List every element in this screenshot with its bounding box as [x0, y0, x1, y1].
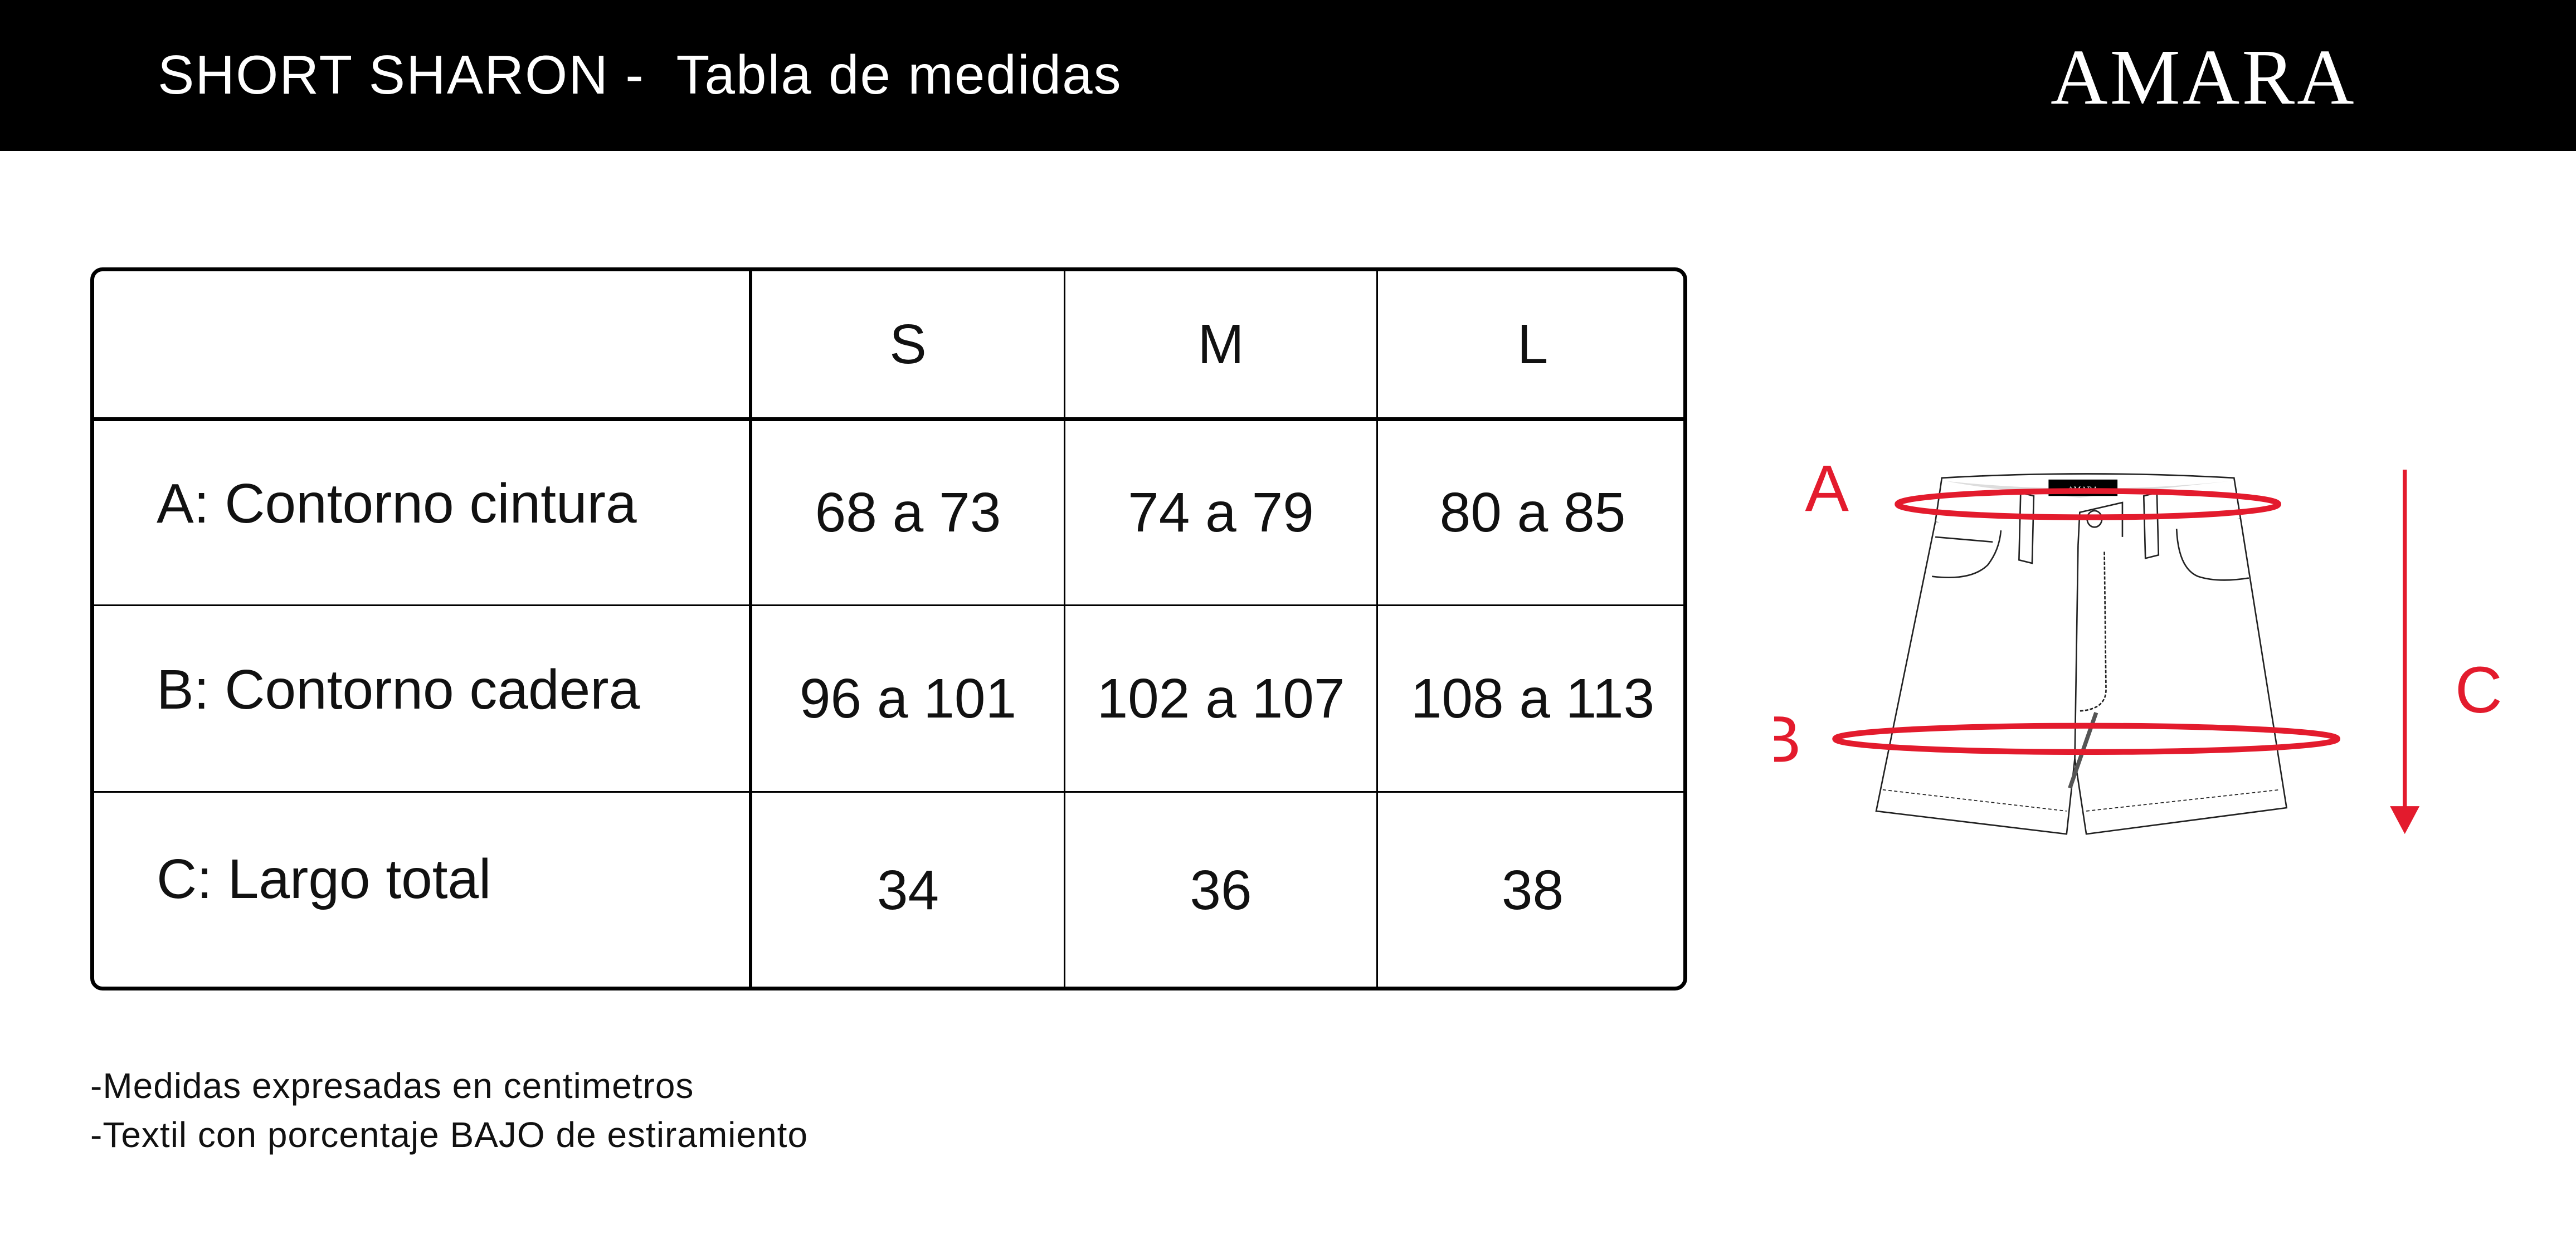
size-table: S M L A: Contorno cintura 68 a 73 74 a 7…	[90, 267, 1687, 990]
table-cell: 80 a 85	[1439, 481, 1626, 544]
table-divider	[1064, 271, 1065, 987]
label-a: A	[1805, 451, 1849, 525]
table-cell: 102 a 107	[1097, 667, 1345, 730]
label-b: B	[1774, 702, 1801, 776]
table-cell: 68 a 73	[815, 481, 1001, 544]
brand-logo: AMARA	[2051, 33, 2356, 121]
column-header-m: M	[1197, 313, 1244, 375]
page-title: SHORT SHARON - Tabla de medidas	[158, 44, 1122, 105]
notes: -Medidas expresadas en centimetros -Text…	[90, 1061, 808, 1159]
shorts-illustration	[1875, 473, 2288, 835]
note-units: -Medidas expresadas en centimetros	[90, 1066, 694, 1106]
table-divider	[749, 271, 752, 987]
arrow-down-icon	[2390, 806, 2420, 835]
table-divider	[94, 791, 1683, 793]
table-divider	[94, 604, 1683, 606]
table-divider	[94, 417, 1683, 421]
waist-measure-ring	[1895, 488, 2282, 520]
shorts-diagram: AMARA A B C	[1774, 451, 2502, 835]
table-cell: 38	[1501, 858, 1564, 921]
hip-measure-ring	[1832, 723, 2341, 755]
table-cell: 36	[1190, 858, 1252, 921]
row-label-waist: A: Contorno cintura	[157, 472, 637, 535]
table-cell: 34	[876, 858, 939, 921]
row-label-length: C: Largo total	[157, 847, 491, 910]
row-label-hip: B: Contorno cadera	[157, 658, 640, 721]
column-header-s: S	[889, 313, 927, 375]
column-header-l: L	[1517, 313, 1548, 375]
table-cell: 108 a 113	[1410, 667, 1655, 730]
header-bar: SHORT SHARON - Tabla de medidas AMARA	[0, 0, 2576, 151]
label-c: C	[2455, 653, 2502, 726]
note-stretch: -Textil con porcentaje BAJO de estiramie…	[90, 1115, 809, 1155]
table-cell: 74 a 79	[1128, 481, 1314, 544]
table-divider	[1376, 271, 1378, 987]
table-cell: 96 a 101	[799, 667, 1017, 730]
